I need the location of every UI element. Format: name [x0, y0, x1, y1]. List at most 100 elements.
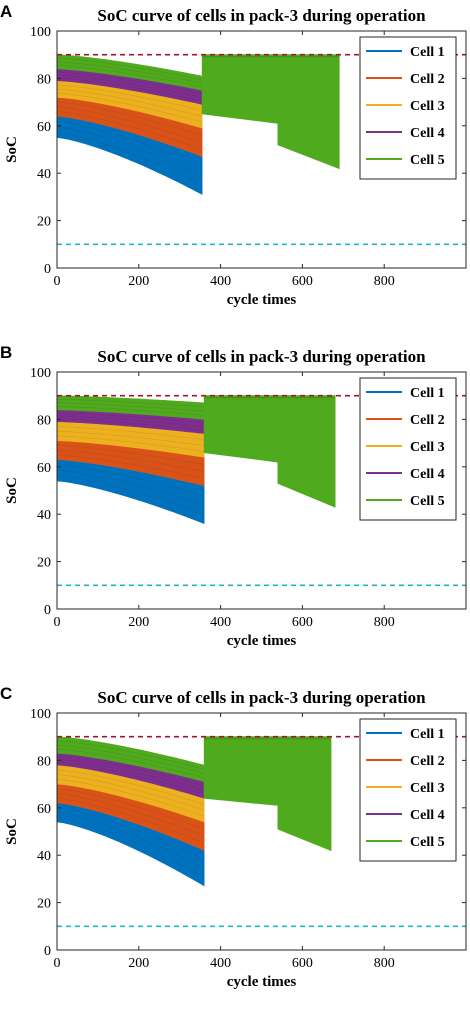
y-tick-label: 100: [30, 25, 51, 40]
chart-svg: C SoC curve of cells in pack-3 during ope…: [0, 684, 467, 990]
band-line: [56, 744, 205, 774]
panel-letter: B: [0, 343, 12, 362]
y-tick-label: 60: [37, 802, 51, 817]
legend-box: [359, 36, 457, 180]
band-line: [56, 111, 203, 150]
legend-box: [359, 377, 457, 521]
axes-box: [56, 712, 467, 951]
band-line: [56, 812, 205, 869]
band-line: [56, 779, 205, 817]
axes-box: [56, 371, 467, 610]
y-tick-label: 40: [37, 508, 51, 523]
band-line: [56, 464, 205, 496]
legend-label: Cell 2: [410, 413, 445, 428]
band-line: [56, 84, 203, 111]
x-tick-label: 600: [292, 615, 313, 630]
y-tick-label: 60: [37, 120, 51, 135]
band-line: [56, 793, 205, 837]
y-tick-label: 20: [37, 556, 51, 571]
y-axis-label: SoC: [4, 477, 20, 504]
x-tick-label: 0: [54, 956, 61, 971]
band-line: [56, 807, 205, 860]
x-tick-label: 400: [210, 615, 231, 630]
x-axis-label: cycle times: [227, 974, 297, 990]
band-line: [56, 756, 205, 787]
band-line: [56, 121, 203, 167]
axes-box: [56, 30, 467, 269]
y-tick-label: 80: [37, 413, 51, 428]
x-tick-label: 0: [54, 274, 61, 289]
y-axis-label: SoC: [4, 818, 20, 845]
legend-label: Cell 5: [410, 494, 445, 509]
x-tick-label: 200: [128, 956, 149, 971]
legend-label: Cell 3: [410, 781, 445, 796]
legend-label: Cell 3: [410, 99, 445, 114]
y-tick-label: 100: [30, 707, 51, 722]
band-line: [56, 402, 205, 412]
band-line: [56, 88, 203, 117]
band-line: [56, 58, 203, 80]
chart-title: SoC curve of cells in pack-3 during oper…: [97, 347, 426, 366]
band-line: [56, 126, 203, 176]
legend-label: Cell 5: [410, 835, 445, 850]
x-tick-label: 600: [292, 274, 313, 289]
chart-svg: B SoC curve of cells in pack-3 during ope…: [0, 343, 467, 649]
band-line: [56, 426, 205, 440]
band-line: [56, 106, 203, 143]
chart-title: SoC curve of cells in pack-3 during oper…: [97, 688, 426, 707]
chart-title: SoC curve of cells in pack-3 during oper…: [97, 6, 426, 25]
x-axis-label: cycle times: [227, 633, 297, 649]
chart-panel-c: C SoC curve of cells in pack-3 during ope…: [0, 682, 470, 1023]
y-axis-label: SoC: [4, 136, 20, 163]
band-line: [56, 415, 205, 427]
x-tick-label: 800: [374, 274, 395, 289]
band-line: [56, 769, 205, 805]
legend-label: Cell 3: [410, 440, 445, 455]
band-line: [56, 412, 205, 424]
band-line: [56, 454, 205, 479]
legend-label: Cell 2: [410, 754, 445, 769]
x-tick-label: 800: [374, 615, 395, 630]
y-tick-label: 60: [37, 461, 51, 476]
x-tick-label: 200: [128, 274, 149, 289]
y-tick-label: 100: [30, 366, 51, 381]
chart-panel-a: A SoC curve of cells in pack-3 during ope…: [0, 0, 470, 341]
band-line: [56, 92, 203, 123]
legend-box: [359, 718, 457, 862]
panel-letter: A: [0, 2, 12, 21]
band-line: [56, 399, 205, 408]
y-tick-label: 40: [37, 167, 51, 182]
y-tick-label: 0: [44, 262, 51, 277]
band-line: [56, 406, 205, 416]
legend-label: Cell 1: [410, 386, 445, 401]
chart-panel-b: B SoC curve of cells in pack-3 during ope…: [0, 341, 470, 682]
y-tick-label: 0: [44, 603, 51, 618]
legend-label: Cell 4: [410, 467, 445, 482]
band-line: [56, 475, 205, 515]
band-line: [56, 431, 205, 446]
phase2-cell-5-area: [203, 395, 336, 508]
legend-label: Cell 1: [410, 727, 445, 742]
band-line: [56, 132, 203, 186]
x-tick-label: 200: [128, 615, 149, 630]
x-tick-label: 0: [54, 615, 61, 630]
band-line: [56, 798, 205, 844]
y-tick-label: 20: [37, 897, 51, 912]
band-line: [56, 758, 205, 791]
band-line: [56, 101, 203, 136]
band-line: [56, 65, 203, 87]
legend-label: Cell 5: [410, 153, 445, 168]
x-tick-label: 400: [210, 274, 231, 289]
y-tick-label: 80: [37, 72, 51, 87]
panel-letter: C: [0, 684, 12, 703]
band-line: [56, 449, 205, 472]
band-line: [56, 774, 205, 811]
band-line: [56, 748, 205, 778]
band-line: [56, 435, 205, 452]
band-line: [56, 445, 205, 465]
band-line: [56, 77, 203, 102]
y-tick-label: 0: [44, 944, 51, 959]
legend-label: Cell 4: [410, 126, 445, 141]
y-tick-label: 40: [37, 849, 51, 864]
x-tick-label: 400: [210, 956, 231, 971]
